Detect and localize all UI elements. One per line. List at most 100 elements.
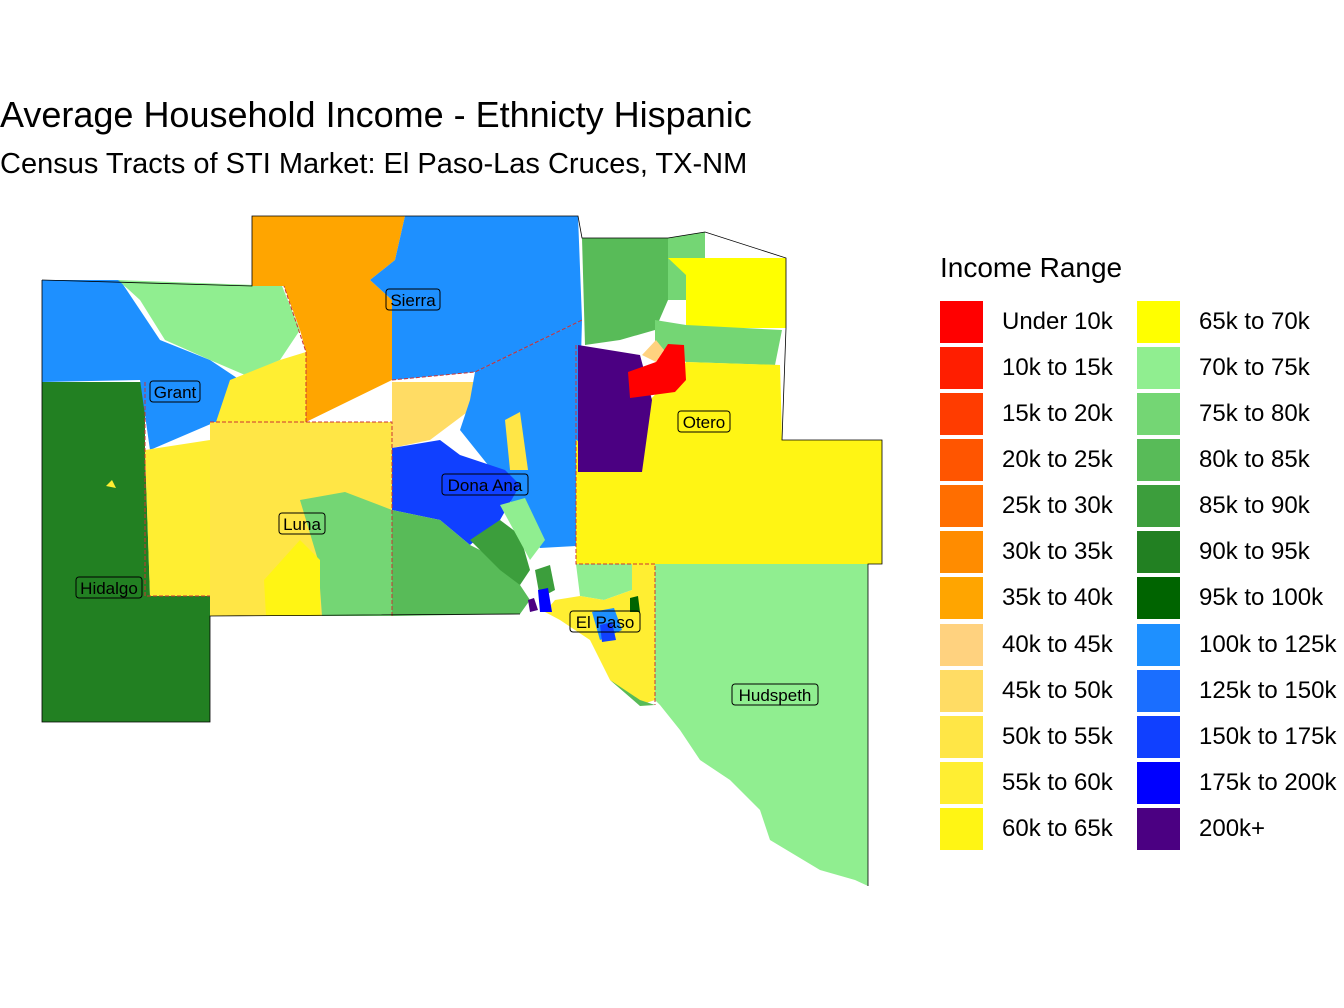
legend-label: 25k to 30k	[1002, 492, 1113, 519]
legend-label: 100k to 125k	[1199, 631, 1337, 658]
county-name: Otero	[683, 413, 726, 432]
legend-swatch	[940, 716, 983, 758]
legend-swatch	[1137, 485, 1180, 527]
legend-swatch	[1137, 439, 1180, 481]
legend-swatch	[940, 301, 983, 343]
county-name: Sierra	[390, 291, 436, 310]
county-luna	[210, 422, 392, 616]
county-name: Hidalgo	[80, 579, 138, 598]
label-box	[569, 610, 641, 633]
tract	[264, 540, 320, 616]
legend-swatch	[940, 531, 983, 573]
legend-swatch	[940, 762, 983, 804]
county-name: Luna	[283, 515, 321, 534]
tract	[655, 320, 782, 365]
county-label-grant: Grant	[149, 380, 201, 403]
tract	[106, 480, 116, 488]
tract	[668, 258, 786, 328]
tract	[392, 382, 475, 448]
tract	[505, 412, 528, 470]
legend-label: 30k to 35k	[1002, 538, 1113, 565]
legend-swatch	[940, 670, 983, 712]
tract	[576, 564, 632, 600]
legend-swatch	[1137, 347, 1180, 389]
legend-label: Under 10k	[1002, 308, 1113, 335]
legend-label: 175k to 200k	[1199, 769, 1337, 796]
county-label-hudspeth: Hudspeth	[731, 683, 819, 706]
legend-title: Income Range	[940, 252, 1123, 283]
legend-swatch	[1137, 301, 1180, 343]
county-borders	[144, 285, 656, 705]
legend-label: 90k to 95k	[1199, 538, 1310, 565]
tract	[42, 382, 210, 722]
tract	[582, 238, 668, 345]
county-label-el-paso: El Paso	[569, 610, 641, 633]
legend-swatch	[1137, 716, 1180, 758]
label-box	[75, 576, 143, 599]
tract	[538, 588, 552, 612]
county-grant	[42, 280, 306, 596]
county-hidalgo	[42, 382, 210, 722]
tract	[655, 564, 868, 886]
tract	[145, 352, 306, 596]
legend-label: 15k to 20k	[1002, 400, 1113, 427]
county-name: Dona Ana	[448, 476, 523, 495]
tract	[578, 345, 652, 472]
county-border	[391, 319, 583, 381]
county-hudspeth	[655, 564, 868, 886]
county-el-paso	[528, 564, 655, 706]
label-box	[149, 380, 201, 403]
label-box	[385, 288, 441, 311]
legend-swatch	[1137, 531, 1180, 573]
county-border	[144, 382, 210, 597]
county-border	[210, 421, 393, 616]
legend-swatch	[940, 808, 983, 850]
legend-swatch	[940, 347, 983, 389]
legend-label: 60k to 65k	[1002, 815, 1113, 842]
tract	[642, 340, 664, 362]
legend-swatch	[940, 485, 983, 527]
county-name: Grant	[154, 383, 197, 402]
legend-label: 65k to 70k	[1199, 308, 1310, 335]
legend-swatch	[940, 624, 983, 666]
legend-label: 55k to 60k	[1002, 769, 1113, 796]
county-name: El Paso	[576, 613, 635, 632]
tract	[576, 362, 882, 564]
legend-label: 50k to 55k	[1002, 723, 1113, 750]
county-dona-ana	[392, 320, 582, 616]
tract	[392, 510, 530, 616]
county-name: Hudspeth	[739, 686, 812, 705]
map-title: Average Household Income - Ethnicty Hisp…	[0, 94, 752, 135]
legend-label: 75k to 80k	[1199, 400, 1310, 427]
legend-swatch	[1137, 762, 1180, 804]
tract	[252, 216, 405, 422]
map-outline	[41, 215, 883, 886]
legend-label: 85k to 90k	[1199, 492, 1310, 519]
legend-label: 40k to 45k	[1002, 631, 1113, 658]
tract	[628, 344, 686, 398]
legend-swatch	[1137, 670, 1180, 712]
county-label-luna: Luna	[278, 512, 326, 535]
map-subtitle: Census Tracts of STI Market: El Paso-Las…	[0, 148, 748, 180]
legend-label: 95k to 100k	[1199, 584, 1324, 611]
legend-label: 125k to 150k	[1199, 677, 1337, 704]
county-labels: Sierra Grant Otero Dona Ana Luna Hidalgo…	[75, 288, 819, 706]
legend-swatch	[940, 577, 983, 619]
legend-label: 80k to 85k	[1199, 446, 1310, 473]
legend-swatch	[1137, 577, 1180, 619]
legend-swatch	[940, 439, 983, 481]
tract	[300, 492, 392, 616]
legend-label: 150k to 175k	[1199, 723, 1337, 750]
tract	[528, 598, 538, 612]
legend-label: 70k to 75k	[1199, 354, 1310, 381]
legend-label: 200k+	[1199, 815, 1266, 842]
tract	[118, 280, 300, 375]
census-tract-map: Sierra Grant Otero Dona Ana Luna Hidalgo…	[41, 215, 883, 886]
label-box	[677, 410, 731, 433]
legend-label: 10k to 15k	[1002, 354, 1113, 381]
tract	[630, 596, 640, 612]
county-border	[283, 285, 307, 422]
outline-segment	[41, 215, 883, 886]
legend-label: 35k to 40k	[1002, 584, 1113, 611]
outline-segment	[41, 280, 521, 723]
